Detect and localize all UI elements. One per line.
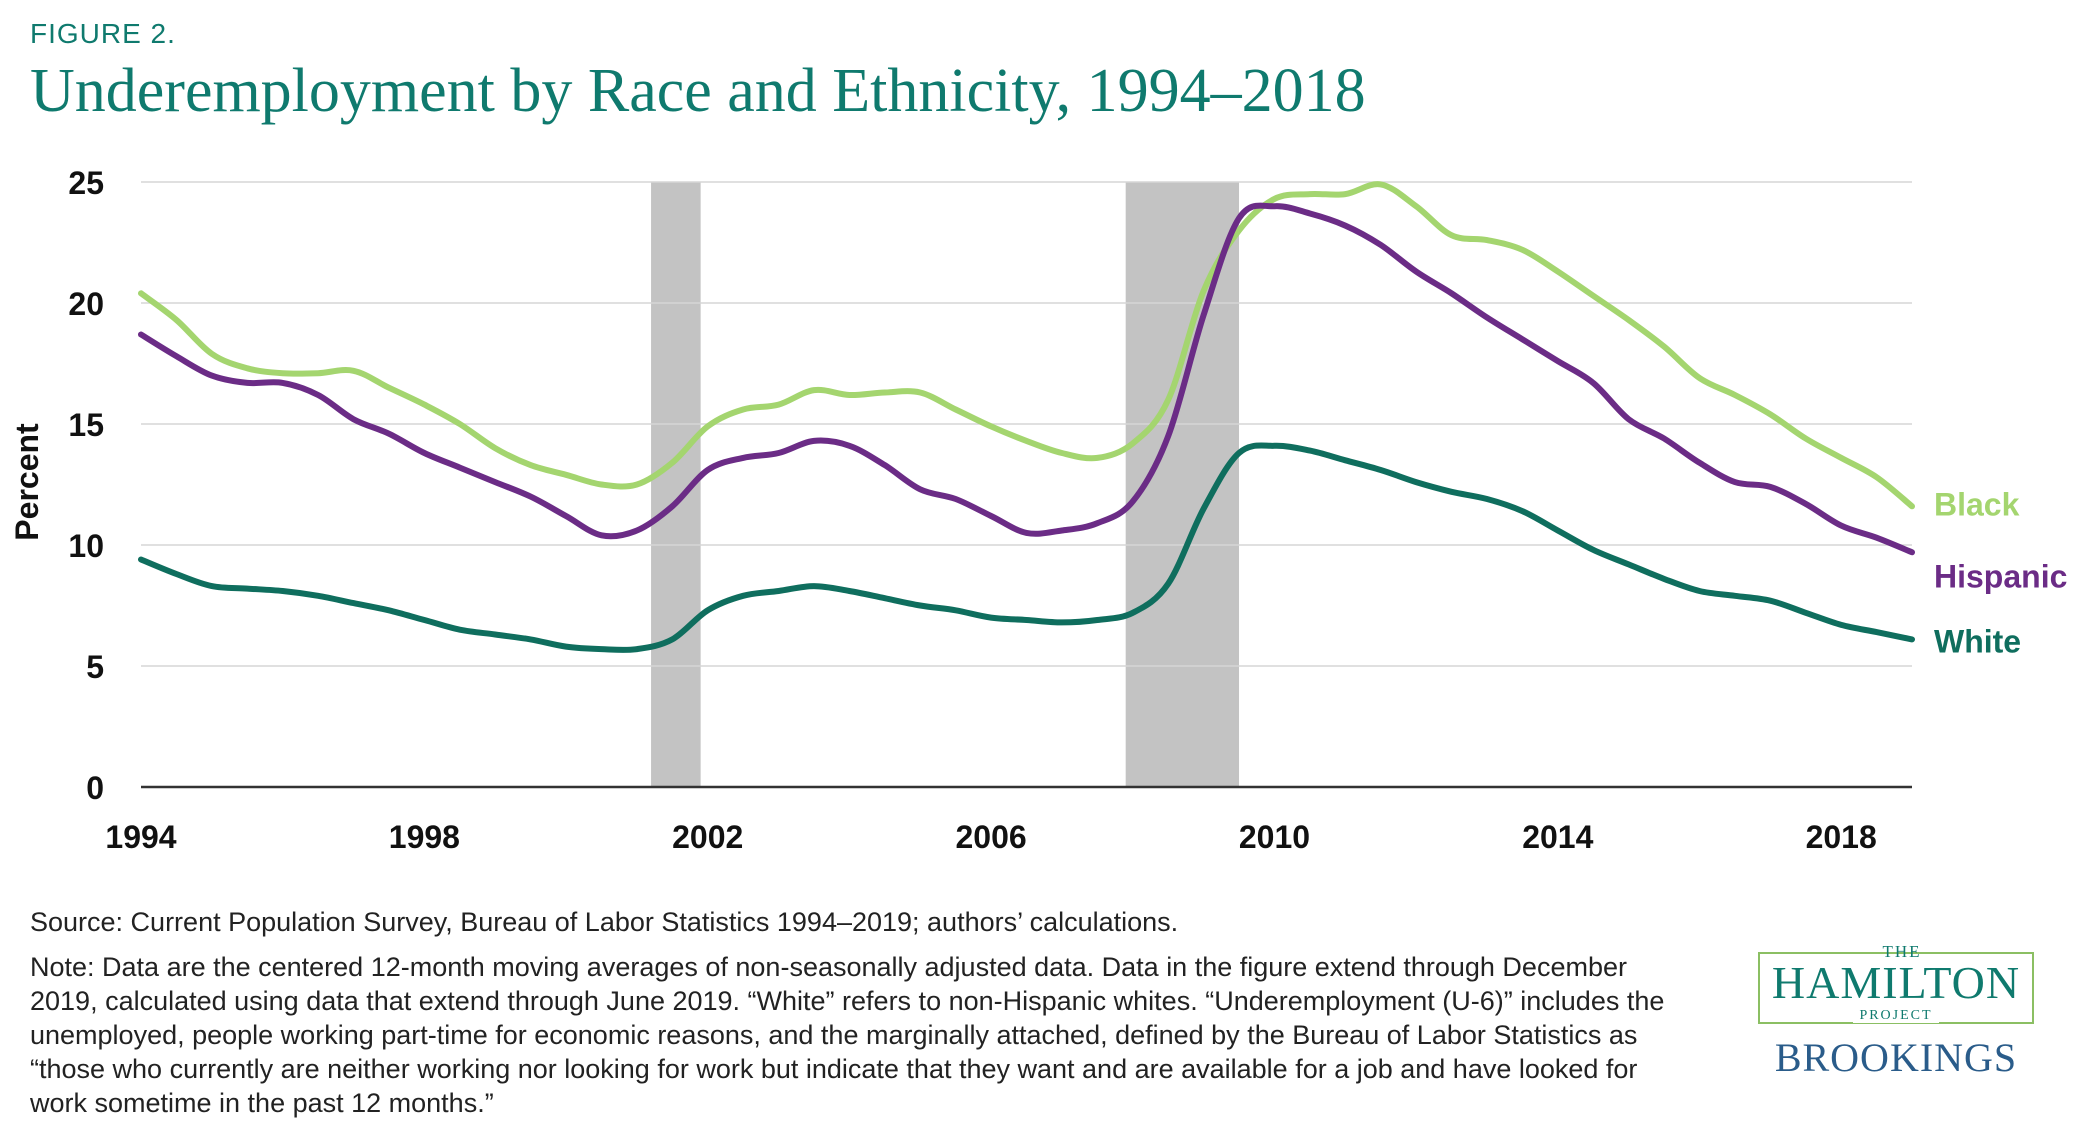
gridlines <box>141 181 1912 789</box>
x-tick-label: 2010 <box>1239 819 1310 855</box>
logo-project: PROJECT <box>1752 1008 2040 1024</box>
logo-the: THE <box>1882 942 1922 961</box>
series-labels: Black Hispanic White <box>1934 486 2067 659</box>
y-tick-label: 25 <box>68 165 104 201</box>
methodology-note: Note: Data are the centered 12-month mov… <box>30 952 1665 1118</box>
x-tick-label: 1994 <box>105 819 176 855</box>
y-tick-label: 0 <box>86 770 104 806</box>
series-label-hispanic: Hispanic <box>1934 558 2067 594</box>
series-line-hispanic <box>138 202 1915 556</box>
y-tick-label: 15 <box>68 407 104 443</box>
y-tick-label: 5 <box>86 649 104 685</box>
logo-hamilton: HAMILTON <box>1771 957 2021 1008</box>
series-line-black <box>138 181 1915 510</box>
hamilton-brookings-logo: THE HAMILTON PROJECT BROOKINGS <box>1752 942 2052 1082</box>
logo-frame <box>1758 952 2034 1024</box>
series-line-white <box>138 442 1915 653</box>
y-axis-label: Percent <box>9 423 45 541</box>
series-label-black: Black <box>1934 486 2020 522</box>
x-tick-label: 2018 <box>1806 819 1877 855</box>
x-tick-label: 2002 <box>672 819 743 855</box>
chart-title: Underemployment by Race and Ethnicity, 1… <box>30 57 1366 125</box>
x-tick-label: 2014 <box>1522 819 1593 855</box>
figure-label: FIGURE 2. <box>30 18 176 49</box>
source-note: Source: Current Population Survey, Burea… <box>30 907 1179 937</box>
x-tick-label: 1998 <box>389 819 460 855</box>
series-lines <box>138 181 1915 653</box>
x-axis-ticks: 1994 1998 2002 2006 2010 2014 2018 <box>105 819 1876 855</box>
x-tick-label: 2006 <box>955 819 1026 855</box>
y-axis-ticks: 0 5 10 15 20 25 <box>68 165 104 806</box>
series-label-white: White <box>1934 623 2021 659</box>
recession-bands <box>651 182 1240 787</box>
logo-project-text: PROJECT <box>1853 1008 1939 1023</box>
y-tick-label: 10 <box>68 528 104 564</box>
y-tick-label: 20 <box>68 286 104 322</box>
logo-brookings: BROOKINGS <box>1774 1035 2018 1080</box>
